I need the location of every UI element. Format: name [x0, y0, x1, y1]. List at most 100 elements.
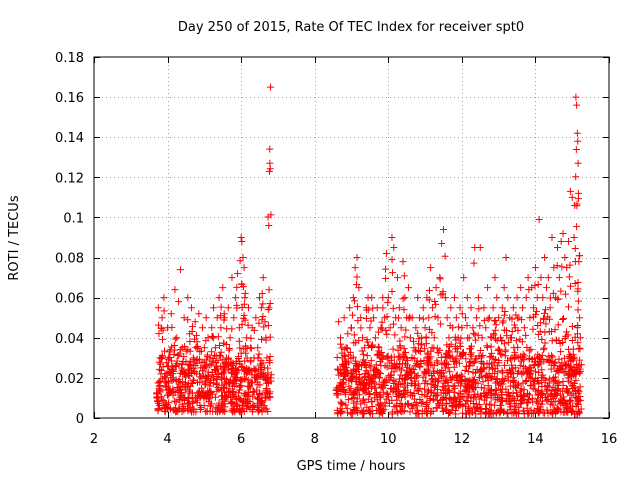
data-point [445, 394, 453, 402]
data-point [564, 361, 572, 369]
data-point [213, 314, 221, 322]
data-point [247, 334, 255, 342]
data-point [543, 406, 551, 414]
data-point [404, 381, 412, 389]
data-point [575, 368, 583, 376]
data-point [574, 306, 582, 314]
data-point [460, 274, 468, 282]
data-point [533, 398, 541, 406]
data-point [188, 380, 196, 388]
data-point [562, 290, 570, 298]
data-point [469, 400, 477, 408]
data-point [257, 373, 265, 381]
data-point [421, 385, 429, 393]
data-point [266, 300, 274, 308]
data-point [211, 393, 219, 401]
data-point [265, 286, 273, 294]
data-point [457, 378, 465, 386]
data-point [174, 351, 182, 359]
data-point [383, 389, 391, 397]
data-point [568, 322, 576, 330]
data-point [565, 238, 573, 246]
data-point [361, 373, 369, 381]
data-point [257, 335, 265, 343]
data-point [465, 391, 473, 399]
data-point [501, 374, 509, 382]
data-point [197, 364, 205, 372]
data-point [175, 404, 183, 412]
data-point [225, 346, 233, 354]
data-point [169, 364, 177, 372]
data-point [512, 337, 520, 345]
data-point [495, 314, 503, 322]
data-point [265, 221, 273, 229]
data-point [171, 346, 179, 354]
data-point [533, 307, 541, 315]
data-point [508, 334, 516, 342]
data-point [258, 399, 266, 407]
data-point [574, 137, 582, 145]
data-point [434, 314, 442, 322]
data-point [561, 408, 569, 416]
data-point [558, 263, 566, 271]
data-point [219, 284, 227, 292]
data-point [185, 371, 193, 379]
data-point [539, 390, 547, 398]
data-point [247, 344, 255, 352]
data-point [376, 357, 384, 365]
data-point [493, 294, 501, 302]
data-point [477, 347, 485, 355]
data-point [364, 338, 372, 346]
data-point [568, 193, 576, 201]
data-point [186, 330, 194, 338]
data-point [538, 400, 546, 408]
x-tick-label: 10 [380, 432, 397, 447]
data-point [357, 361, 365, 369]
data-point [342, 344, 350, 352]
data-point [430, 369, 438, 377]
data-point [408, 402, 416, 410]
data-point [451, 358, 459, 366]
data-point [437, 389, 445, 397]
data-point [189, 323, 197, 331]
data-point [216, 351, 224, 359]
data-point [424, 350, 432, 358]
data-point [217, 348, 225, 356]
data-point [362, 380, 370, 388]
data-point [255, 391, 263, 399]
data-point [232, 357, 240, 365]
data-point [554, 244, 561, 252]
y-tick-label: 0.16 [55, 91, 84, 106]
data-point [487, 334, 495, 342]
data-point [459, 409, 467, 417]
data-point [263, 354, 271, 362]
data-point [444, 364, 452, 372]
data-point [386, 324, 394, 332]
data-point [512, 353, 520, 361]
data-point [449, 399, 457, 407]
data-point [559, 365, 567, 373]
data-point [348, 372, 356, 380]
data-point [488, 360, 496, 368]
data-point [538, 382, 546, 390]
data-point [563, 404, 571, 412]
data-point [215, 342, 223, 350]
data-point [200, 344, 208, 352]
data-point [476, 244, 484, 252]
data-point [240, 314, 248, 322]
data-point [482, 400, 490, 408]
data-point [437, 353, 445, 361]
data-point [412, 324, 420, 332]
data-point [572, 376, 580, 384]
data-point [354, 317, 362, 325]
data-point [408, 365, 416, 373]
data-point [241, 294, 249, 302]
data-point [531, 264, 539, 272]
data-point [499, 369, 507, 377]
data-point [228, 325, 236, 333]
data-point [390, 368, 398, 376]
data-point [453, 374, 461, 382]
data-point [191, 318, 199, 326]
data-point [249, 403, 257, 411]
data-point [186, 360, 194, 368]
